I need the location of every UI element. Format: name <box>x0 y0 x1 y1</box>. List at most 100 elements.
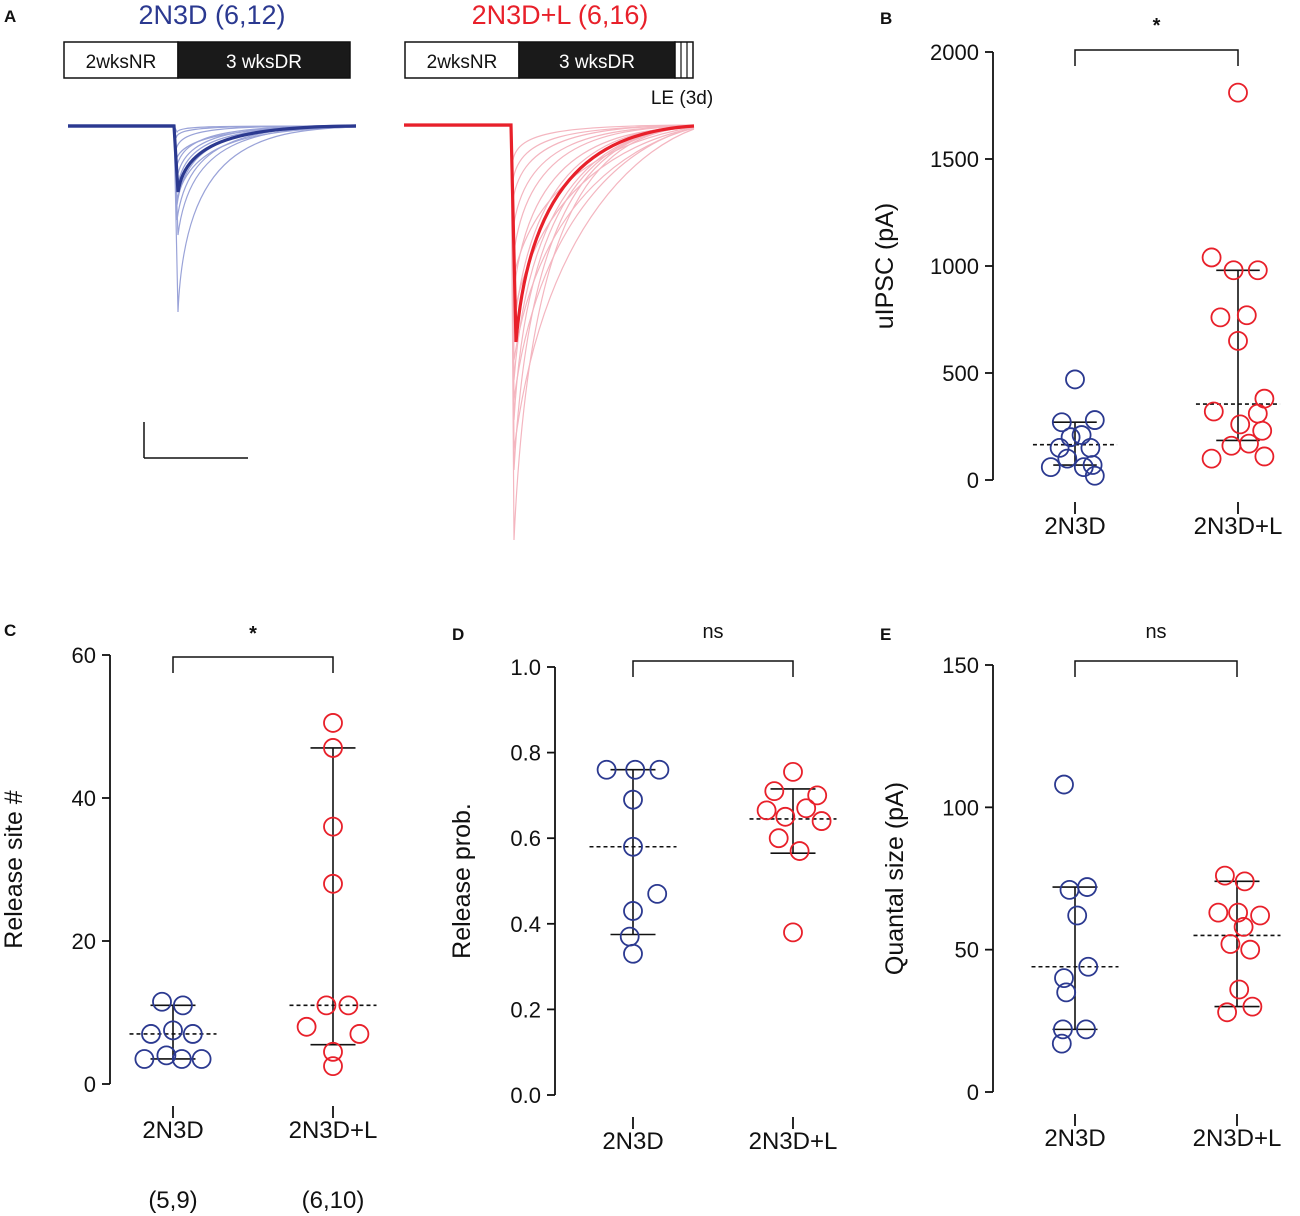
y-tick-label: 1000 <box>930 254 979 279</box>
data-point <box>1252 420 1273 441</box>
data-point <box>783 761 803 782</box>
significance-label: ns <box>702 621 723 643</box>
y-tick-label: 150 <box>942 653 979 678</box>
data-point <box>1215 865 1235 886</box>
panel-letter: E <box>880 625 891 644</box>
scale-bar <box>143 422 248 459</box>
data-point <box>1084 410 1105 430</box>
y-tick-label: 0 <box>967 1080 979 1105</box>
data-point <box>349 1024 370 1044</box>
data-point <box>1051 412 1072 433</box>
data-point <box>1056 982 1077 1003</box>
data-point <box>1234 871 1255 892</box>
data-point <box>1065 369 1085 390</box>
y-tick-label: 0.4 <box>510 912 541 937</box>
trace-2n3d-l-mean <box>404 123 695 343</box>
data-point <box>623 901 643 921</box>
data-point <box>296 1016 317 1037</box>
timeline-right: 2wksNR 3 wksDR LE (3d) <box>404 41 713 109</box>
data-point <box>625 759 646 780</box>
timeline-left: 2wksNR 3 wksDR <box>63 41 351 79</box>
y-tick-label: 40 <box>72 786 96 811</box>
y-axis-label: Release prob. <box>448 803 476 959</box>
data-point <box>1208 902 1229 923</box>
significance-label: ns <box>1145 621 1166 643</box>
timeline-nr-label: 2wksNR <box>86 52 157 73</box>
panel-b-chart: B 0 500 1000 1500 2000 2N3D 2N3D+L uIPSC (pA) * <box>871 9 1282 540</box>
y-axis-label: Release site # <box>0 790 28 949</box>
data-point <box>323 738 343 758</box>
significance-label: * <box>249 623 257 645</box>
timeline-le-box <box>674 41 694 79</box>
data-point <box>1229 979 1250 1000</box>
data-point <box>1254 446 1275 467</box>
data-point <box>1203 401 1224 422</box>
timeline-dr-label: 3 wksDR <box>559 52 635 73</box>
data-point <box>649 759 670 780</box>
traces-2n3d <box>68 124 357 313</box>
data-point <box>323 873 343 894</box>
data-point <box>756 800 777 821</box>
data-point <box>323 816 343 837</box>
data-point <box>1067 905 1088 926</box>
data-point <box>1053 1019 1073 1040</box>
y-tick-label: 0.8 <box>510 741 541 766</box>
y-tick-label: 500 <box>942 361 979 386</box>
y-tick-label: 100 <box>942 795 979 820</box>
data-point <box>182 1024 203 1044</box>
panel-a-left-title: 2N3D (6,12) <box>138 0 285 30</box>
data-point <box>1057 448 1078 469</box>
panel-a-right-title: 2N3D+L (6,16) <box>472 0 649 30</box>
y-tick-label: 0 <box>967 468 979 493</box>
data-point <box>323 1056 343 1077</box>
data-point <box>338 995 359 1016</box>
data-point <box>1247 260 1268 281</box>
data-point <box>1228 82 1248 103</box>
timeline-dr-label: 3 wksDR <box>226 52 302 73</box>
significance-bracket <box>1074 49 1239 66</box>
data-point <box>1059 879 1080 900</box>
data-point <box>1084 465 1105 486</box>
data-point <box>1240 939 1261 960</box>
x-category-label: 2N3D+L <box>749 1128 838 1155</box>
data-point <box>172 995 193 1016</box>
timeline-nr-box <box>404 41 520 79</box>
x-category-label: 2N3D+L <box>289 1117 378 1144</box>
data-point <box>796 798 817 819</box>
data-point <box>1051 1033 1072 1054</box>
data-point <box>323 1041 343 1062</box>
y-tick-label: 1.0 <box>510 655 541 680</box>
data-point <box>1221 435 1242 456</box>
panel-c-chart: C 0 20 40 60 2N3D 2N3D+L Release site # * (5,9) (6… <box>0 621 377 1214</box>
trace-2n3d-mean <box>68 124 357 193</box>
data-point <box>1080 437 1101 458</box>
data-point <box>783 922 803 943</box>
data-point <box>775 806 796 827</box>
data-point <box>768 828 789 849</box>
y-axis-label: Quantal size (pA) <box>881 782 909 975</box>
data-point <box>619 926 640 947</box>
y-tick-label: 60 <box>72 643 96 668</box>
data-point <box>171 1049 192 1069</box>
data-point <box>789 841 810 861</box>
data-point <box>152 991 172 1012</box>
data-point <box>134 1049 155 1069</box>
data-point <box>1054 774 1074 795</box>
data-point <box>1228 330 1248 351</box>
data-point <box>1054 968 1074 989</box>
data-point <box>811 811 832 831</box>
data-point <box>1233 916 1254 937</box>
data-point <box>764 781 785 802</box>
data-point <box>1060 427 1081 448</box>
y-tick-label: 0 <box>84 1072 96 1097</box>
panel-e-chart: E 0 50 100 150 2N3D 2N3D+L Quantal size (pA) ns <box>880 621 1281 1152</box>
data-point <box>623 789 643 810</box>
traces-2n3d-l <box>404 124 695 541</box>
data-point <box>163 1020 183 1041</box>
x-category-label: 2N3D+L <box>1193 1125 1282 1152</box>
data-point <box>323 713 343 733</box>
data-point <box>1228 902 1248 923</box>
data-point <box>1040 457 1061 478</box>
timeline-le-label: LE (3d) <box>651 88 713 109</box>
